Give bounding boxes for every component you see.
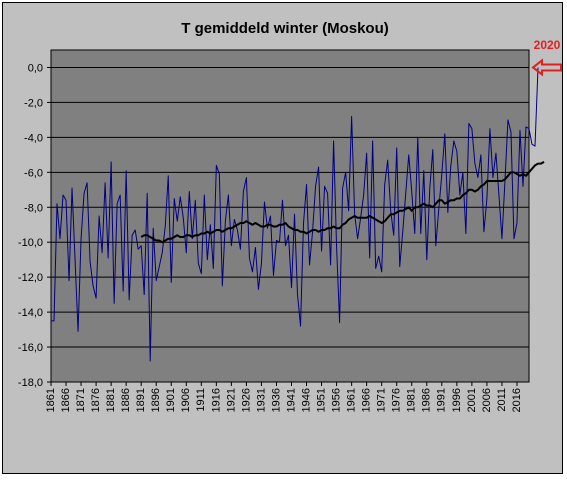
x-tick-label: 1936 <box>270 388 282 412</box>
x-tick-label: 1861 <box>45 388 57 412</box>
y-tick-label: -10,0 <box>18 237 43 249</box>
x-tick-label: 1886 <box>120 388 132 412</box>
left-arrow-icon <box>531 58 562 77</box>
x-tick-label: 1891 <box>135 388 147 412</box>
y-tick-label: -16,0 <box>18 342 43 354</box>
y-tick-label: -8,0 <box>24 202 43 214</box>
x-tick-label: 1876 <box>90 388 102 412</box>
grid-lines <box>47 66 529 386</box>
chart-frame: T gemiddeld winter (Moskou) 0,0 -2,0 -4,0 -… <box>2 2 563 474</box>
plot-area <box>50 49 530 383</box>
x-tick-label: 1941 <box>285 388 297 412</box>
x-tick-label: 1986 <box>421 388 433 412</box>
x-tick-label: 1966 <box>361 388 373 412</box>
y-tick-label: -4,0 <box>24 132 43 144</box>
y-tick-label: 0,0 <box>28 62 43 74</box>
chart-canvas: T gemiddeld winter (Moskou) 0,0 -2,0 -4,0 -… <box>18 20 562 412</box>
x-tick-label: 2001 <box>466 388 478 412</box>
x-tick-label: 1866 <box>60 388 72 412</box>
x-axis-tick-labels: 1861 1866 1871 1876 1881 1886 1891 1896 1901 1906… <box>45 388 523 412</box>
y-tick-label: -6,0 <box>24 167 43 179</box>
x-tick-label: 1881 <box>105 388 117 412</box>
x-tick-label: 1946 <box>300 388 312 412</box>
x-tick-label: 1871 <box>75 388 87 412</box>
x-tick-label: 1906 <box>180 388 192 412</box>
x-tick-label: 1926 <box>240 388 252 412</box>
x-tick-label: 1981 <box>406 388 418 412</box>
x-tick-label: 1991 <box>436 388 448 412</box>
y-tick-label: -12,0 <box>18 272 43 284</box>
chart-title: T gemiddeld winter (Moskou) <box>181 20 389 37</box>
x-tick-label: 1901 <box>165 388 177 412</box>
x-tick-label: 2011 <box>496 388 508 412</box>
x-tick-label: 2006 <box>481 388 493 412</box>
y-axis-tick-labels: 0,0 -2,0 -4,0 -6,0 -8,0 -10,0 -12,0 -14,0 -16,0 -… <box>18 62 43 389</box>
x-tick-label: 1911 <box>195 388 207 412</box>
y-tick-label: -14,0 <box>18 307 43 319</box>
x-tick-label: 1961 <box>346 388 358 412</box>
series-layer <box>51 67 545 362</box>
x-tick-label: 1996 <box>451 388 463 412</box>
x-tick-label: 1921 <box>225 388 237 412</box>
x-tick-label: 1976 <box>391 388 403 412</box>
x-tick-label: 1956 <box>331 388 343 412</box>
x-tick-label: 2016 <box>511 388 523 412</box>
series-line-yearly <box>51 67 539 362</box>
series-line-moving-average <box>140 160 545 244</box>
y-tick-label: -18,0 <box>18 377 43 389</box>
x-tick-label: 1916 <box>210 388 222 412</box>
annotation-layer: 2020 <box>531 38 562 77</box>
y-tick-label: -2,0 <box>24 97 43 109</box>
x-tick-label: 1931 <box>255 388 267 412</box>
x-tick-label: 1971 <box>376 388 388 412</box>
x-tick-label: 1951 <box>315 388 327 412</box>
x-tick-label: 1896 <box>150 388 162 412</box>
annotation-year-label: 2020 <box>534 38 561 52</box>
